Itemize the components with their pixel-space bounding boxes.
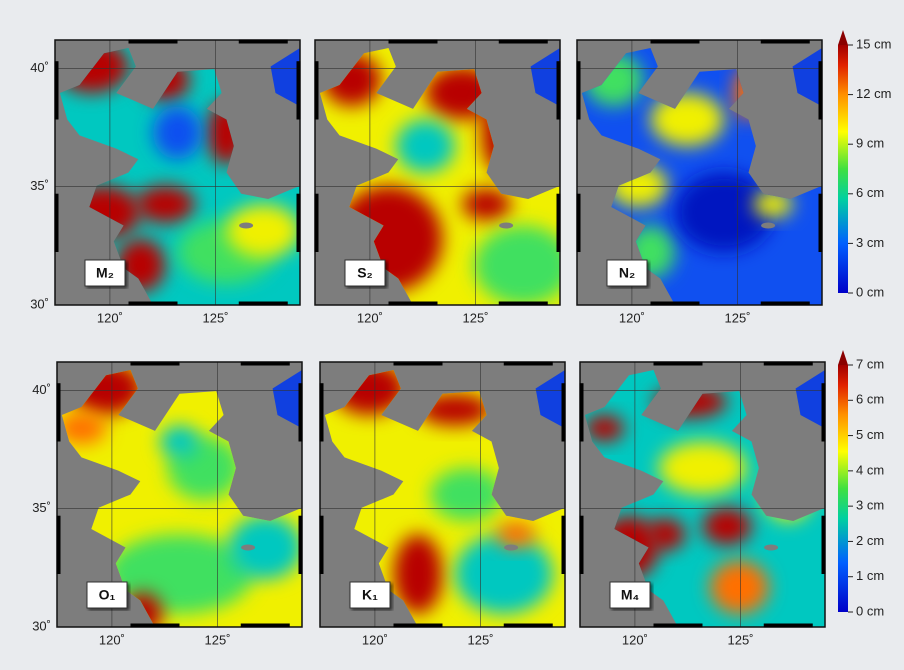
colorbar-arrow [838, 350, 848, 365]
panel-label: M₂ [96, 265, 114, 281]
amplitude-blob [160, 426, 199, 458]
colorbar-tick-label: 4 cm [856, 462, 884, 477]
panel-label: O₁ [99, 587, 116, 603]
panel-label: M₄ [621, 587, 639, 603]
amplitude-blob [710, 561, 769, 614]
amplitude-blob [227, 204, 301, 257]
colorbar-tick-label: 9 cm [856, 136, 884, 151]
island [499, 223, 513, 229]
panel-label: N₂ [619, 265, 635, 281]
figure: M₂ 120˚ 125˚ 30˚ 35˚ 40˚ S₂ 120˚ 125˚ N₂ 120˚ 125˚ O… [0, 0, 904, 670]
lon-tick-label: 120˚ [619, 310, 645, 325]
lon-tick-label: 120˚ [357, 310, 383, 325]
island [241, 545, 255, 551]
colorbar-tick-label: 7 cm [856, 356, 884, 371]
lon-tick-label: 120˚ [362, 632, 388, 647]
lat-tick-label: 30˚ [30, 296, 49, 311]
map-panel: K₁ [320, 362, 565, 627]
colorbar-tick-label: 3 cm [856, 498, 884, 513]
lon-tick-label: 125˚ [463, 310, 489, 325]
lat-tick-label: 35˚ [32, 500, 51, 515]
lat-tick-label: 30˚ [32, 618, 51, 633]
lon-tick-label: 120˚ [97, 310, 123, 325]
island [764, 545, 778, 551]
colorbar [838, 45, 848, 293]
lon-tick-label: 125˚ [725, 310, 751, 325]
colorbar-tick-label: 6 cm [856, 185, 884, 200]
amplitude-blob [496, 521, 535, 548]
amplitude-blob [153, 106, 202, 159]
colorbar-tick-label: 15 cm [856, 36, 891, 51]
panel-label: S₂ [357, 265, 373, 281]
colorbar-tick-label: 0 cm [856, 603, 884, 618]
colorbar-tick-label: 2 cm [856, 533, 884, 548]
colorbar-tick-label: 0 cm [856, 284, 884, 299]
amplitude-blob [646, 518, 685, 550]
map-panel: M₄ [580, 362, 825, 627]
amplitude-blob [703, 508, 752, 545]
lon-tick-label: 120˚ [99, 632, 125, 647]
lon-tick-label: 125˚ [205, 632, 231, 647]
lon-tick-label: 120˚ [622, 632, 648, 647]
island [239, 223, 253, 229]
colorbar [838, 365, 848, 612]
lon-tick-label: 125˚ [728, 632, 754, 647]
lon-tick-label: 125˚ [468, 632, 494, 647]
amplitude-blob [658, 442, 746, 495]
island [761, 223, 775, 229]
amplitude-blob [396, 120, 455, 173]
colorbar-tick-label: 6 cm [856, 392, 884, 407]
island [504, 545, 518, 551]
panel-label: K₁ [362, 587, 378, 603]
map-panel: N₂ [577, 40, 822, 305]
colorbar-tick-label: 12 cm [856, 86, 891, 101]
lon-tick-label: 125˚ [203, 310, 229, 325]
colorbar-tick-label: 5 cm [856, 427, 884, 442]
amplitude-blob [136, 186, 195, 223]
amplitude-blob [455, 534, 553, 614]
colorbar-tick-label: 3 cm [856, 235, 884, 250]
lat-tick-label: 35˚ [30, 178, 49, 193]
map-panel: O₁ [57, 362, 302, 635]
map-panel: S₂ [315, 40, 572, 305]
amplitude-blob [229, 516, 303, 580]
colorbar-tick-label: 1 cm [856, 568, 884, 583]
lat-tick-label: 40˚ [30, 60, 49, 75]
lat-tick-label: 40˚ [32, 382, 51, 397]
map-panel: M₂ [55, 40, 300, 305]
colorbar-arrow [838, 30, 848, 45]
